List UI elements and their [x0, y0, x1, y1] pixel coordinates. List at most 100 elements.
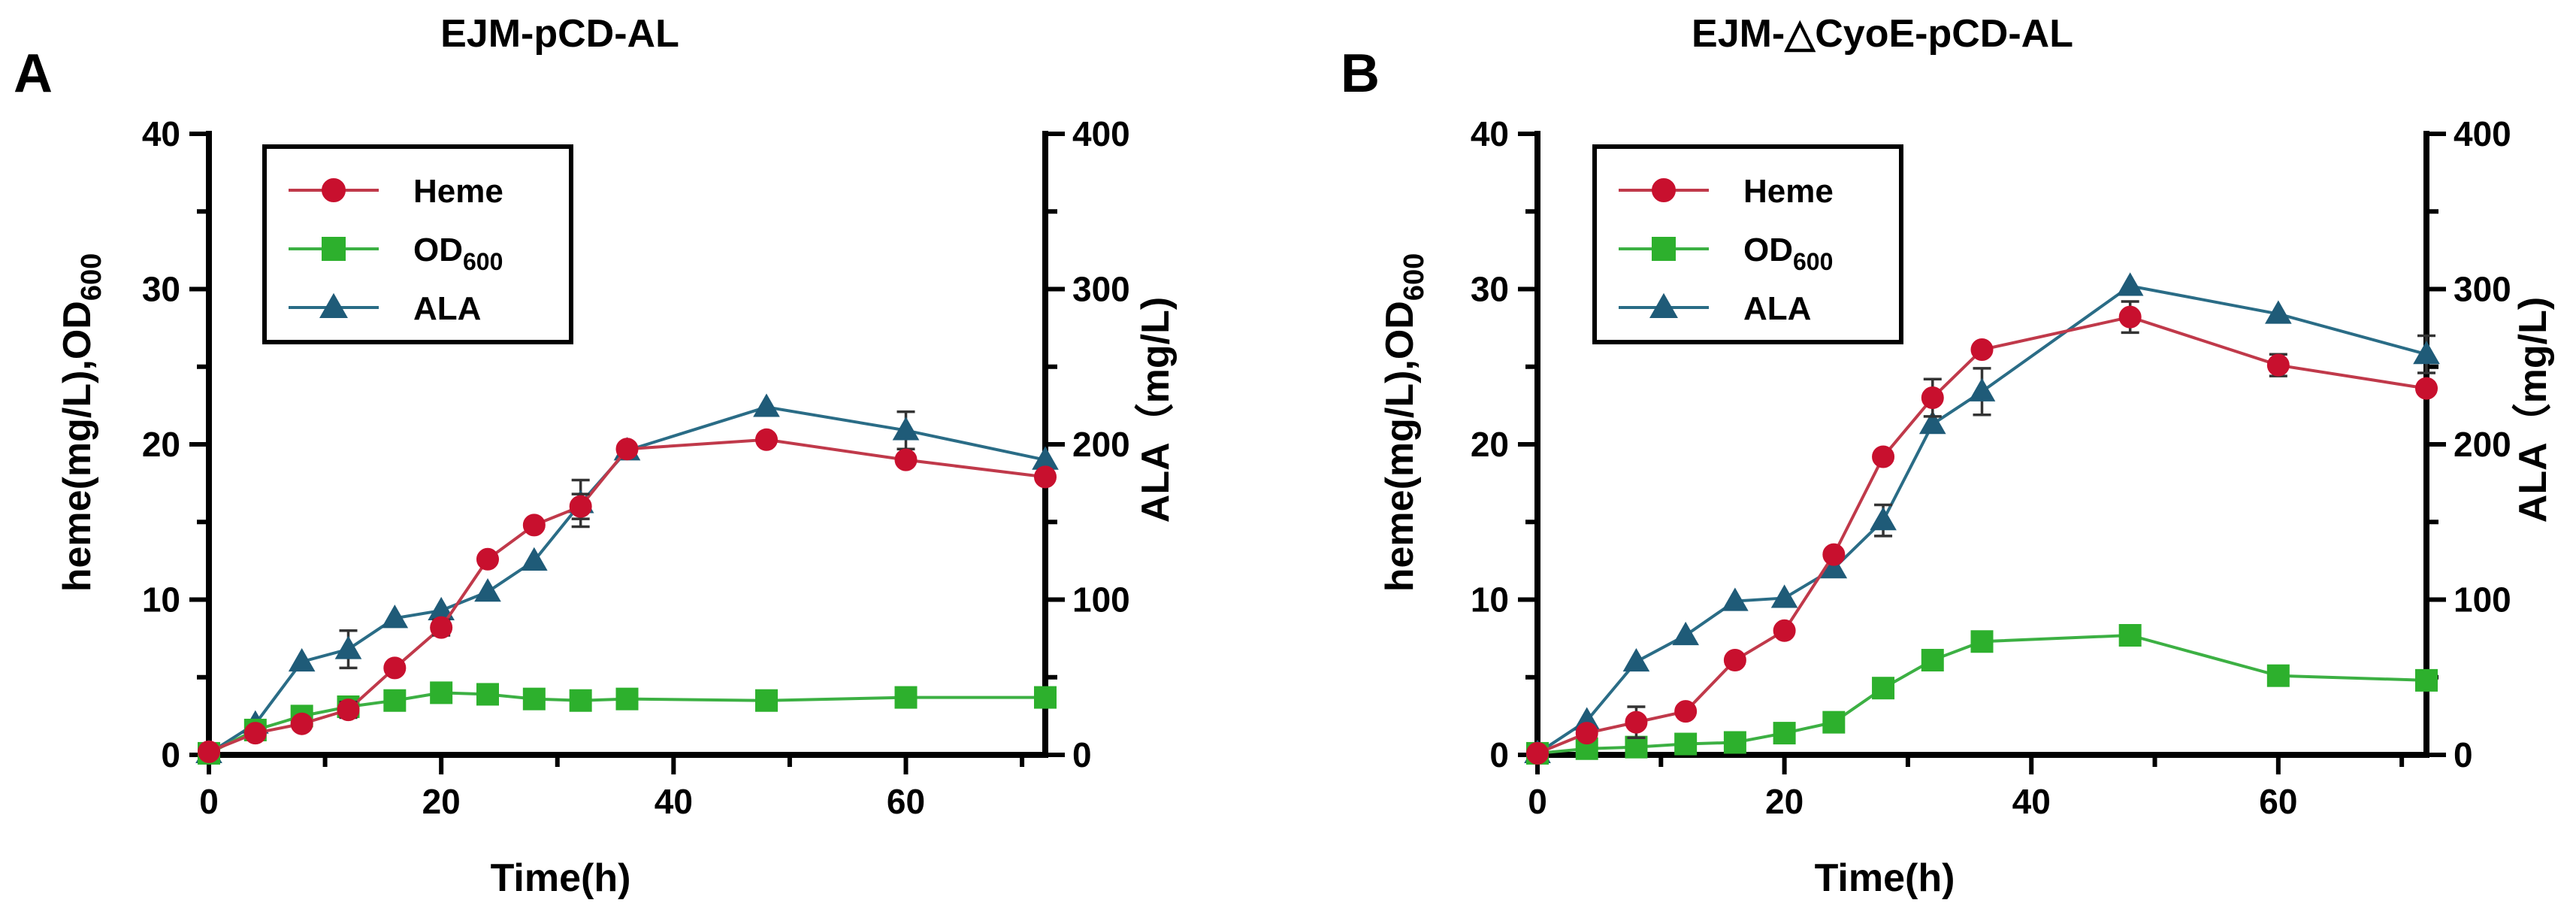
data-point: [894, 686, 918, 709]
y-left-tick-label: 20: [142, 425, 180, 464]
y-right-tick-label: 0: [1072, 735, 1092, 774]
data-point: [2413, 341, 2440, 365]
data-point: [755, 689, 778, 712]
data-point: [383, 689, 407, 712]
data-point: [1625, 735, 1648, 759]
legend-label-main: ALA: [413, 290, 481, 327]
data-point: [1921, 386, 1944, 410]
y-right-tick-label: 200: [2454, 425, 2511, 464]
y-left-tick-label: 30: [142, 270, 180, 309]
y-left-tick-label: 40: [1471, 114, 1509, 153]
data-point: [1918, 411, 1946, 435]
legend-label: ALA: [413, 290, 481, 327]
data-point: [1034, 465, 1057, 489]
data-point: [322, 178, 346, 202]
data-point: [430, 616, 453, 639]
data-point: [334, 635, 362, 659]
data-point: [381, 604, 409, 629]
legend-label: ALA: [1743, 290, 1811, 327]
legend-label-main: Heme: [1743, 173, 1834, 210]
series-od600: [1526, 623, 2438, 765]
series-heme: [198, 428, 1057, 763]
x-tick-label: 40: [2012, 782, 2051, 821]
data-point: [1822, 543, 1846, 566]
data-point: [1649, 292, 1678, 318]
data-point: [1822, 711, 1846, 734]
x-tick-label: 0: [199, 782, 219, 821]
series-od600: [198, 681, 1057, 765]
data-point: [894, 448, 918, 471]
data-point: [1872, 445, 1895, 468]
data-point: [1674, 700, 1698, 723]
chart-title: EJM-△CyoE-pCD-AL: [1692, 12, 2073, 56]
panel-label: B: [1341, 44, 1380, 104]
data-point: [1770, 584, 1798, 608]
data-point: [1970, 630, 1994, 653]
legend: Heme OD600 ALA: [1592, 144, 1903, 344]
x-tick-label: 20: [1765, 782, 1804, 821]
data-point: [1034, 686, 1057, 709]
x-tick-label: 60: [887, 782, 925, 821]
data-point: [476, 547, 499, 571]
data-point: [615, 438, 639, 461]
data-point: [569, 689, 592, 712]
data-point: [2415, 668, 2438, 692]
data-point: [1870, 507, 1897, 531]
legend-label: OD600: [413, 232, 503, 275]
data-point: [1773, 722, 1796, 745]
x-tick-label: 0: [1528, 782, 1547, 821]
data-point: [1674, 732, 1698, 756]
legend-label-sub: 600: [1793, 248, 1833, 275]
data-point: [1622, 647, 1650, 672]
legend-box: [262, 144, 573, 344]
legend-label: Heme: [413, 173, 503, 210]
data-point: [474, 578, 501, 602]
y-axis-title-right: ALA（mg/L): [1134, 297, 1178, 523]
y-left-tick-label: 10: [1471, 580, 1509, 620]
data-point: [892, 417, 920, 441]
legend-label: Heme: [1743, 173, 1834, 210]
y-right-tick-label: 300: [2454, 270, 2511, 309]
legend-label-main: ALA: [1743, 290, 1811, 327]
data-point: [1652, 237, 1676, 261]
data-point: [2118, 623, 2142, 647]
data-point: [1672, 621, 1699, 646]
legend-label: OD600: [1743, 232, 1833, 275]
data-point: [1820, 555, 1848, 579]
y-right-tick-label: 100: [2454, 580, 2511, 620]
legend-label-main: OD: [413, 232, 463, 268]
data-point: [476, 683, 499, 706]
legend-label-sub: 600: [463, 248, 503, 275]
data-point: [288, 647, 316, 672]
data-point: [522, 514, 546, 537]
data-point: [2118, 305, 2142, 329]
data-point: [319, 292, 348, 318]
data-point: [2266, 353, 2290, 377]
data-point: [2265, 300, 2292, 324]
data-point: [569, 495, 592, 518]
series-ala: [1524, 272, 2440, 764]
plot-area: [1524, 272, 2440, 765]
y-right-tick-label: 400: [2454, 114, 2511, 153]
data-point: [2116, 272, 2144, 296]
data-point: [521, 547, 548, 571]
y-axis-title-left: heme(mg/L),OD600: [1378, 253, 1430, 592]
data-point: [2415, 377, 2438, 400]
y-right-tick-label: 400: [1072, 114, 1130, 153]
data-point: [430, 681, 453, 704]
y-right-tick-label: 0: [2454, 735, 2473, 774]
panel-label: A: [14, 44, 53, 104]
data-point: [1921, 649, 1944, 672]
y-left-tick-label: 0: [1489, 735, 1509, 774]
data-point: [1625, 711, 1648, 734]
data-point: [383, 656, 407, 680]
y-left-tick-label: 40: [142, 114, 180, 153]
legend-box: [1592, 144, 1903, 344]
data-point: [615, 687, 639, 711]
plot-area: [195, 393, 1059, 765]
data-point: [290, 712, 313, 735]
x-tick-label: 60: [2259, 782, 2297, 821]
